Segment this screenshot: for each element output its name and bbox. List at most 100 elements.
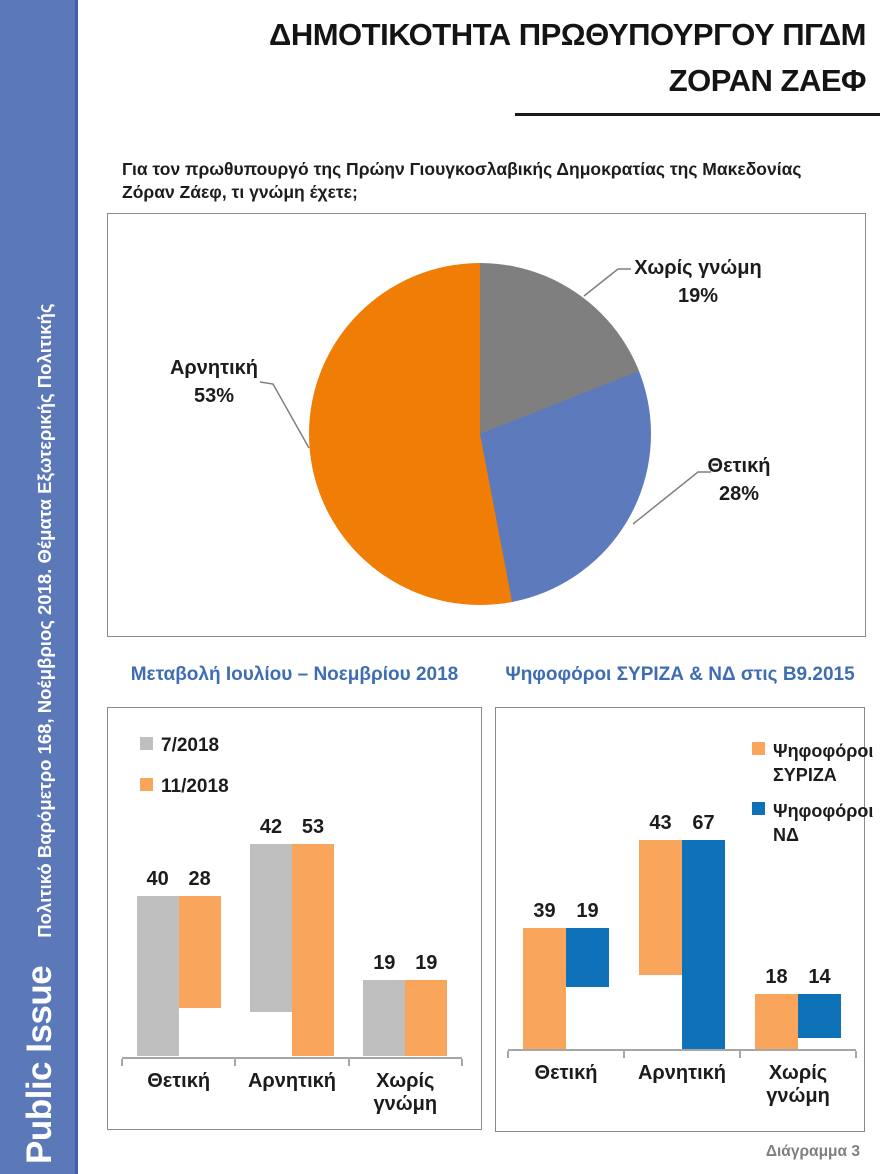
title-underline — [515, 113, 880, 116]
bar — [566, 928, 609, 987]
pie-label-no-opinion-value: 19% — [677, 285, 719, 307]
bar-with-label: 42 — [249, 816, 292, 1056]
category-label: Χωρίς γνώμη — [373, 1070, 438, 1115]
legend-label: 11/2018 — [161, 776, 229, 797]
chart-heading-voters: Ψηφοφόροι ΣΥΡΙΖΑ & ΝΔ στις Β9.2015 — [505, 664, 855, 685]
pie-label-no-opinion: Χωρίς γνώμη 19% — [568, 254, 828, 310]
page-title-line2: ΖΟΡΑΝ ΖΑΕΦ — [668, 63, 867, 98]
legend-label: Ψηφοφόροι ΣΥΡΙΖΑ — [773, 741, 874, 785]
bar — [798, 994, 841, 1038]
bar-value-label: 28 — [188, 868, 211, 890]
legend-label: Ψηφοφόροι ΝΔ — [773, 801, 874, 845]
axis-tick — [855, 1051, 857, 1058]
bar-group: 43 67 — [624, 812, 740, 1050]
axis-tick — [507, 1051, 509, 1058]
axis-tick — [461, 1059, 463, 1066]
pie-leader-lines — [259, 268, 711, 525]
pie-label-no-opinion-text: Χωρίς γνώμη — [634, 257, 762, 279]
x-axis — [507, 1049, 857, 1058]
bar-group: 19 19 — [349, 952, 462, 1056]
figure-caption: Διάγραμμα 3 — [765, 1143, 860, 1160]
bar-value-label: 19 — [415, 952, 438, 974]
bar-group: 42 53 — [235, 816, 348, 1056]
bar-value-label: 53 — [301, 816, 325, 838]
bar-value-label: 40 — [146, 868, 169, 890]
category-label: Θετική — [534, 1062, 598, 1084]
bar-groups: 39 19 43 67 18 14 — [508, 770, 856, 1050]
bar — [136, 896, 179, 1056]
legend-swatch-syriza — [752, 742, 765, 755]
sidebar: Public Issue Πολιτικό Βαρόμετρο 168, Νοέ… — [0, 0, 78, 1174]
axis-tick — [622, 1051, 625, 1058]
leader-line-positive — [632, 471, 711, 525]
bar-value-label: 19 — [373, 952, 396, 974]
legend-swatch-7-2018 — [140, 737, 153, 750]
bar-value-label: 42 — [259, 816, 283, 838]
legend-item: Ψηφοφόροι ΣΥΡΙΖΑ — [752, 739, 874, 787]
bar-group: 40 28 — [122, 868, 235, 1056]
category-label: Χωρίς γνώμη — [766, 1062, 830, 1107]
bar — [682, 840, 725, 1050]
sidebar-subtitle: Πολιτικό Βαρόμετρο 168, Νοέμβριος 2018. … — [34, 303, 55, 938]
bar-with-label: 14 — [798, 966, 841, 1050]
category-labels: Θετική Αρνητική Χωρίς γνώμη — [508, 1062, 856, 1108]
axis-tick — [121, 1059, 123, 1066]
leader-line-no-opinion — [583, 268, 631, 297]
legend-swatch-nd — [752, 802, 765, 815]
sidebar-vertical-text: Public Issue Πολιτικό Βαρόμετρο 168, Νοέ… — [20, 303, 60, 1164]
bar — [291, 844, 334, 1056]
page-title: ΔΗΜΟΤΙΚΟΤΗΤΑ ΠΡΩΘΥΠΟΥΡΓΟΥ ΠΓΔΜ ΖΟΡΑΝ ΖΑΕ… — [100, 12, 866, 104]
pie-label-negative-text: Αρνητική — [169, 357, 258, 379]
bar-with-label: 19 — [363, 952, 406, 1056]
legend-item: Ψηφοφόροι ΝΔ — [752, 799, 874, 847]
bar-with-label: 67 — [682, 812, 725, 1050]
bar-with-label: 43 — [639, 812, 682, 1050]
survey-question: Για τον πρωθυπουργό της Πρώην Γιουγκοσλα… — [122, 159, 802, 203]
legend-swatch-11-2018 — [140, 778, 153, 791]
bar-with-label: 40 — [136, 868, 179, 1056]
bar-group: 39 19 — [508, 900, 624, 1050]
legend-label: 7/2018 — [161, 735, 220, 756]
pie-label-positive-text: Θετική — [707, 455, 771, 477]
legend-change: 7/2018 11/2018 — [140, 734, 229, 799]
category-labels: Θετική Αρνητική Χωρίς γνώμη — [122, 1070, 462, 1116]
bar — [405, 980, 448, 1056]
axis-tick — [234, 1059, 237, 1066]
bar-value-label: 67 — [692, 812, 715, 834]
legend-item: 7/2018 — [140, 734, 229, 758]
bar-with-label: 39 — [523, 900, 566, 1050]
bar — [755, 994, 798, 1050]
bar — [178, 896, 221, 1008]
legend-item: 11/2018 — [140, 775, 229, 799]
bar-chart-voters-panel: Ψηφοφόροι ΣΥΡΙΖΑ Ψηφοφόροι ΝΔ 39 19 43 67 18… — [495, 707, 873, 1132]
leader-line-negative — [259, 381, 310, 449]
category-label: Θετική — [147, 1070, 211, 1092]
bar — [249, 844, 292, 1012]
category-label: Αρνητική — [247, 1070, 336, 1092]
bar-with-label: 53 — [291, 816, 334, 1056]
bar-value-label: 14 — [808, 966, 831, 988]
chart-heading-change: Μεταβολή Ιουλίου – Νοεμβρίου 2018 — [130, 664, 459, 685]
pie-label-negative-value: 53% — [193, 385, 235, 407]
bar-value-label: 19 — [576, 900, 599, 922]
bar-with-label: 19 — [405, 952, 448, 1056]
bar-chart-change-panel: 7/2018 11/2018 40 28 42 53 19 19 Θετική Αρνητι… — [107, 707, 482, 1130]
axis-tick — [347, 1059, 350, 1066]
page-title-line1: ΔΗΜΟΤΙΚΟΤΗΤΑ ΠΡΩΘΥΠΟΥΡΓΟΥ ΠΓΔΜ — [269, 17, 866, 52]
bar-groups: 40 28 42 53 19 19 — [122, 776, 462, 1056]
bar — [523, 928, 566, 1050]
bar-with-label: 28 — [178, 868, 221, 1056]
bar-with-label: 19 — [566, 900, 609, 1050]
pie-chart-panel: Χωρίς γνώμη 19% Θετική 28% Αρνητική 53% — [107, 213, 866, 637]
bar — [639, 840, 682, 975]
bar-with-label: 18 — [755, 966, 798, 1050]
x-axis — [121, 1057, 463, 1066]
category-label: Αρνητική — [637, 1062, 726, 1084]
legend-voters: Ψηφοφόροι ΣΥΡΙΖΑ Ψηφοφόροι ΝΔ — [752, 739, 874, 847]
bar-group: 18 14 — [740, 966, 856, 1050]
pie-chart — [309, 263, 651, 605]
pie-label-positive: Θετική 28% — [659, 452, 819, 508]
bar-value-label: 39 — [533, 900, 556, 922]
pie-label-positive-value: 28% — [718, 483, 760, 505]
